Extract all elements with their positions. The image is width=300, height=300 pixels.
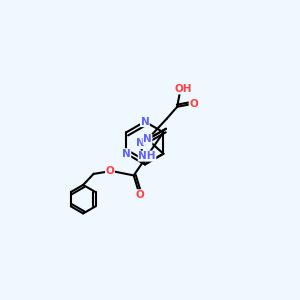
- Text: N: N: [140, 117, 149, 127]
- Text: OH: OH: [174, 84, 192, 94]
- Text: N: N: [122, 149, 131, 159]
- Text: O: O: [135, 190, 144, 200]
- Text: N: N: [143, 134, 152, 144]
- Text: O: O: [189, 99, 198, 109]
- Text: N: N: [136, 139, 145, 148]
- Text: NH: NH: [138, 151, 156, 161]
- Text: O: O: [106, 166, 114, 176]
